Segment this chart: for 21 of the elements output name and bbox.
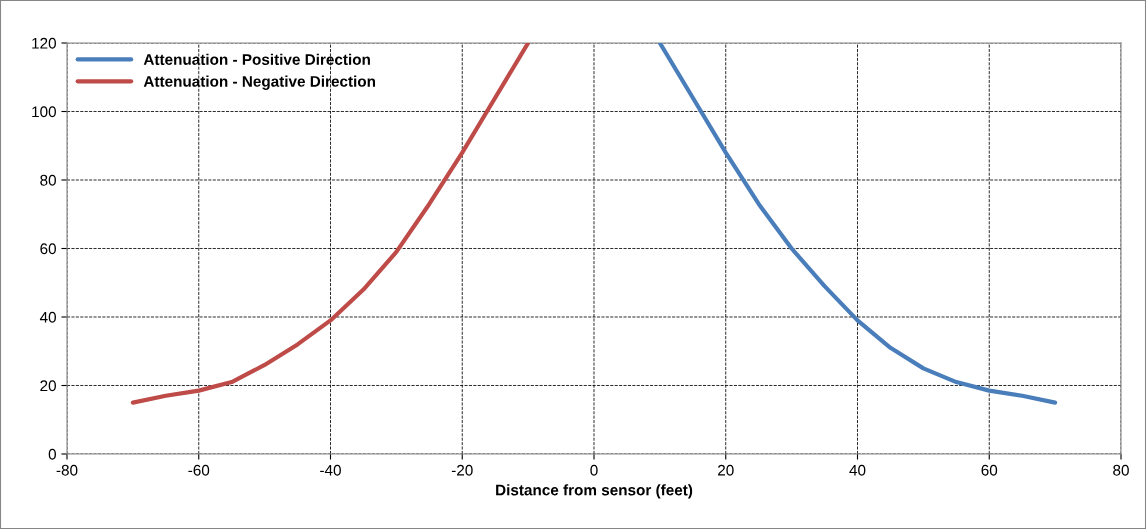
y-tick-label: 0 [48, 448, 56, 460]
y-tick-label: 120 [32, 37, 56, 49]
y-tick-label: 20 [40, 380, 56, 392]
y-tick-label: 40 [39, 311, 56, 323]
legend-label: Attenuation - Positive Direction [143, 53, 370, 65]
line-series [657, 43, 1058, 405]
x-tick-label: 0 [590, 464, 598, 476]
x-tick-label: 60 [981, 464, 998, 476]
x-tick-label: -40 [320, 464, 341, 476]
x-axis-title: Distance from sensor (feet) [496, 484, 693, 499]
x-tick-label: -80 [56, 464, 78, 476]
x-tick-label: 80 [1113, 464, 1129, 476]
x-tick-label: 40 [849, 464, 866, 476]
x-tick-label: 20 [718, 464, 734, 476]
y-tick-label: 80 [40, 174, 56, 186]
legend-label: Attenuation - Negative Direction [143, 75, 376, 90]
y-tick-label: 60 [40, 243, 56, 255]
x-tick-label: -20 [451, 464, 473, 476]
line-series [130, 43, 531, 405]
x-tick-label: -60 [188, 464, 210, 476]
y-tick-label: 100 [32, 106, 56, 118]
